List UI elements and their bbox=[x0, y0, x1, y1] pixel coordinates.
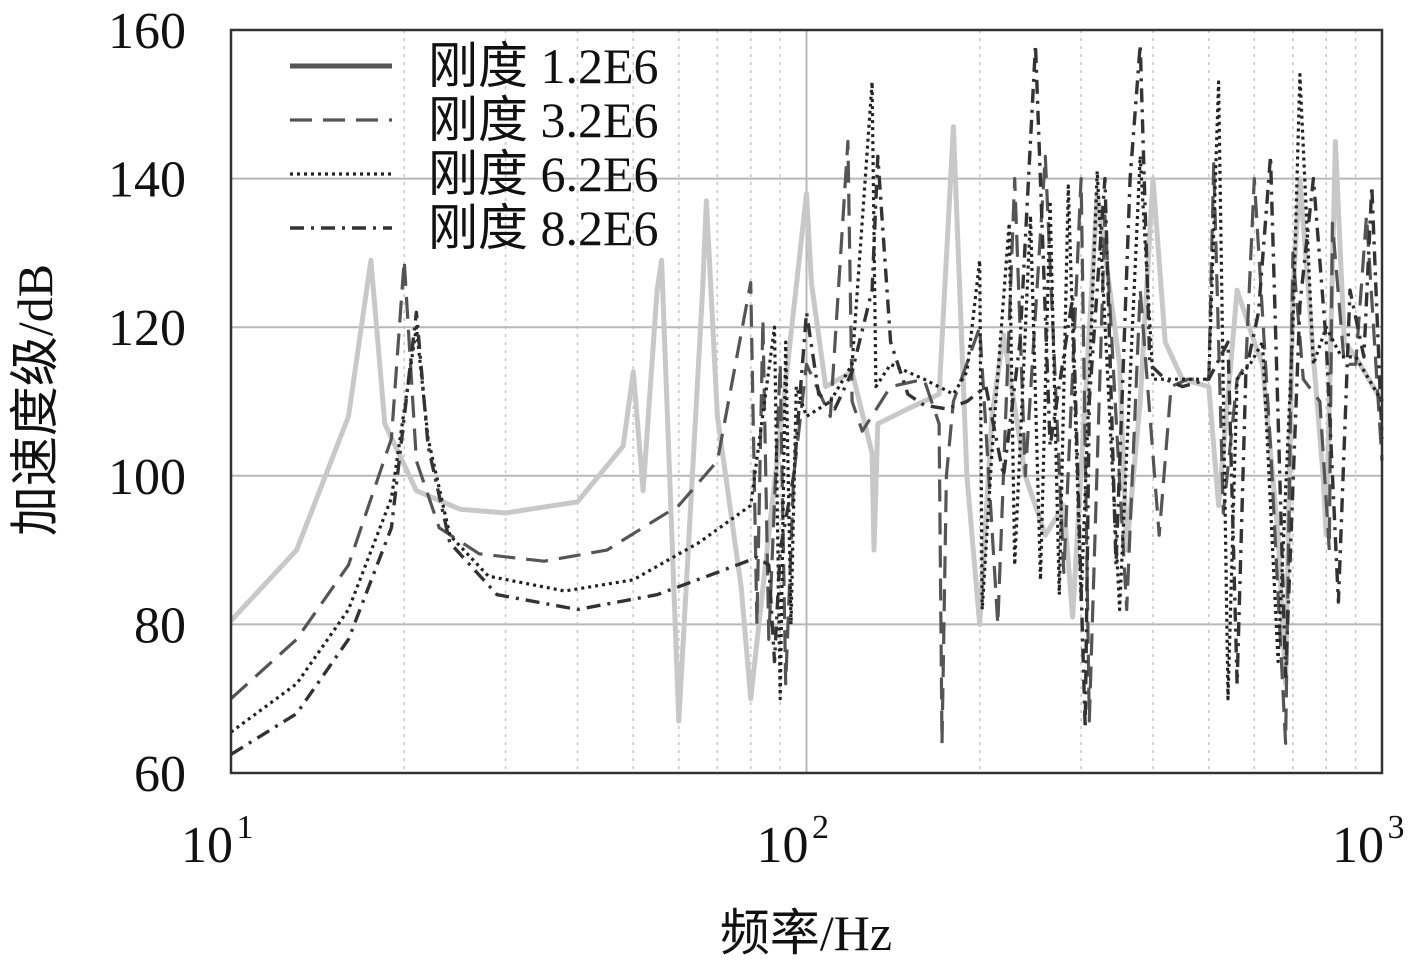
y-tick-label: 80 bbox=[134, 597, 186, 654]
x-tick-label: 10 bbox=[181, 817, 233, 874]
y-tick-label: 160 bbox=[108, 3, 186, 60]
x-axis-label: 频率/Hz bbox=[720, 905, 892, 961]
y-tick-label: 100 bbox=[108, 449, 186, 506]
legend-label-4: 刚度 8.2E6 bbox=[428, 200, 659, 256]
series-line-1 bbox=[229, 124, 1385, 724]
y-tick-label: 60 bbox=[134, 746, 186, 803]
plot-frame bbox=[229, 28, 1384, 775]
x-tick-exponent: 3 bbox=[1388, 809, 1405, 846]
y-axis-label: 加速度级/dB bbox=[7, 264, 63, 536]
x-tick-exponent: 1 bbox=[237, 809, 254, 846]
x-tick-label: 10 bbox=[757, 817, 809, 874]
series-line-3 bbox=[230, 72, 1384, 734]
series-line-4 bbox=[230, 43, 1384, 756]
y-tick-label: 120 bbox=[108, 300, 186, 357]
x-tick-exponent: 2 bbox=[812, 809, 829, 846]
series-group bbox=[229, 43, 1385, 756]
series-line-2 bbox=[229, 139, 1384, 745]
legend-label-1: 刚度 1.2E6 bbox=[428, 38, 659, 94]
legend-label-2: 刚度 3.2E6 bbox=[428, 92, 659, 148]
x-tick-label: 10 bbox=[1332, 817, 1384, 874]
y-tick-label: 140 bbox=[108, 152, 186, 209]
legend-label-3: 刚度 6.2E6 bbox=[428, 146, 659, 202]
